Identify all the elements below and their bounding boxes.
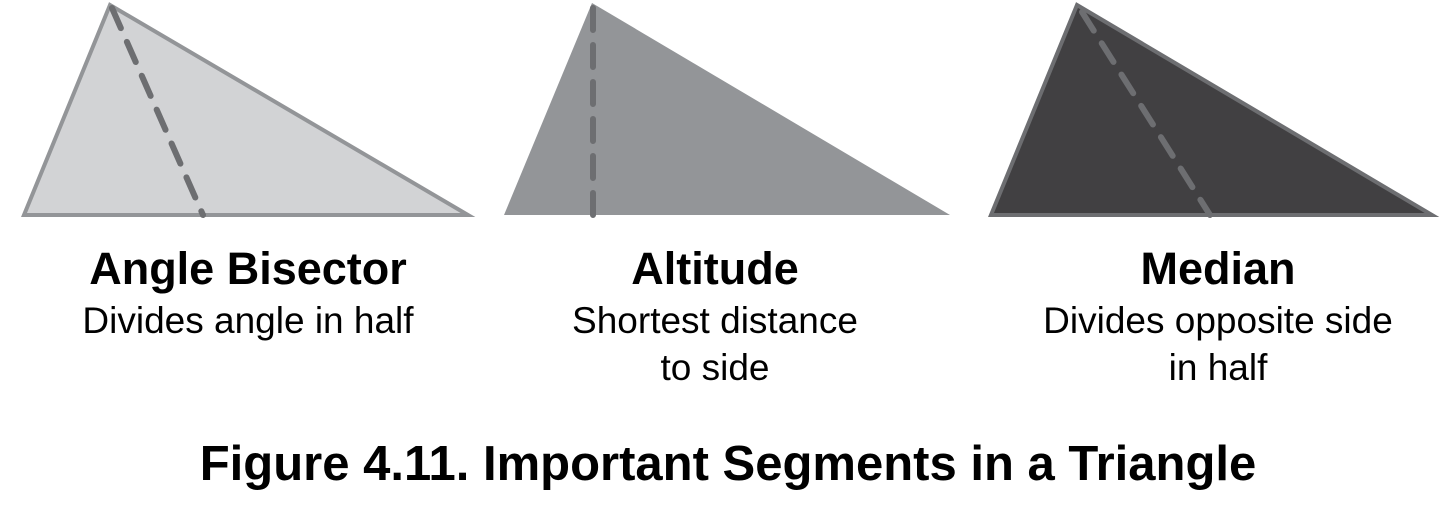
median-description-line: Divides opposite side	[1043, 300, 1393, 341]
altitude-title: Altitude	[631, 243, 799, 294]
angle-bisector-figure	[21, 2, 476, 218]
median-title: Median	[1140, 243, 1296, 294]
median-label-group: Median Divides opposite side in half	[988, 240, 1448, 392]
altitude-description-line: to side	[660, 347, 770, 388]
median-figure	[988, 2, 1440, 218]
altitude-figure	[504, 3, 950, 218]
angle-bisector-label-group: Angle Bisector Divides angle in half	[18, 240, 478, 345]
angle-bisector-segment	[109, 5, 206, 218]
triangles-diagram	[21, 2, 1440, 218]
median-description-line: in half	[1168, 347, 1268, 388]
altitude-label-group: Altitude Shortest distance to side	[485, 240, 945, 392]
altitude-triangle	[504, 3, 950, 215]
median-segment	[1079, 9, 1213, 218]
angle-bisector-description: Divides angle in half	[82, 300, 414, 341]
figure-caption: Figure 4.11. Important Segments in a Tri…	[199, 437, 1257, 491]
angle-bisector-title: Angle Bisector	[89, 243, 407, 294]
median-triangle	[988, 2, 1440, 217]
angle-bisector-triangle	[21, 2, 476, 217]
altitude-description-line: Shortest distance	[572, 300, 858, 341]
